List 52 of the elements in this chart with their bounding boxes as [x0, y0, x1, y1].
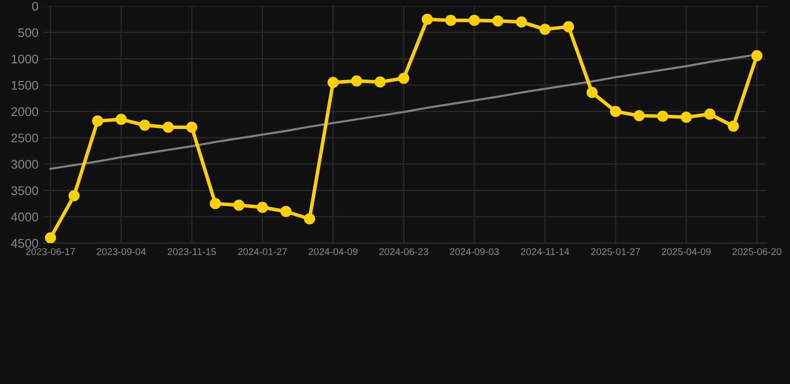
point — [516, 16, 527, 28]
point — [634, 110, 645, 122]
y-tick-label: 0 — [32, 2, 38, 11]
x-tick-label: 2025-01-27 — [591, 248, 640, 256]
point — [328, 76, 339, 88]
point — [233, 200, 244, 211]
x-tick-label: 2024-06-23 — [379, 248, 428, 256]
x-tick-label: 2023-11-15 — [168, 248, 216, 256]
y-tick-label: 3000 — [11, 160, 38, 169]
point — [186, 122, 198, 133]
point — [280, 206, 292, 218]
point — [586, 86, 598, 98]
y-tick-label: 2500 — [11, 134, 38, 142]
point — [116, 114, 127, 125]
x-tick-label: 2024-01-27 — [238, 248, 287, 256]
y-tick-label: 4000 — [11, 212, 38, 222]
x-tick-label: 2024-04-09 — [308, 248, 358, 256]
y-tick-label: 3500 — [11, 186, 38, 196]
point — [374, 76, 386, 88]
point — [704, 108, 716, 120]
point — [539, 24, 551, 35]
point — [256, 202, 268, 213]
y-tick-label: 500 — [18, 28, 38, 38]
point — [422, 14, 433, 25]
point — [562, 21, 574, 32]
point — [398, 72, 410, 84]
x-tick-label: 2023-09-04 — [96, 248, 146, 256]
point — [44, 232, 56, 244]
point — [304, 213, 316, 224]
point — [210, 198, 221, 210]
point — [610, 106, 622, 117]
x-tick-label: 2023-06-17 — [26, 248, 75, 256]
point — [68, 190, 80, 202]
y-tick-label: 1000 — [12, 54, 38, 64]
point — [657, 110, 668, 122]
point — [445, 14, 456, 26]
y-tick-label: 4500 — [11, 238, 38, 248]
point — [492, 15, 504, 26]
point — [92, 115, 104, 126]
y-tick-label: 1500 — [12, 80, 38, 90]
point — [751, 50, 762, 62]
point — [139, 120, 150, 131]
y-tick-label: 2000 — [11, 107, 38, 116]
x-tick-label: 2025-04-09 — [662, 248, 711, 256]
point — [680, 112, 692, 123]
point — [728, 120, 739, 132]
x-tick-label: 2025-06-20 — [732, 248, 782, 256]
x-tick-label: 2024-09-03 — [450, 248, 499, 256]
point — [162, 122, 174, 133]
point — [468, 14, 480, 26]
x-tick-label: 2024-11-14 — [520, 248, 570, 256]
point — [351, 75, 362, 86]
